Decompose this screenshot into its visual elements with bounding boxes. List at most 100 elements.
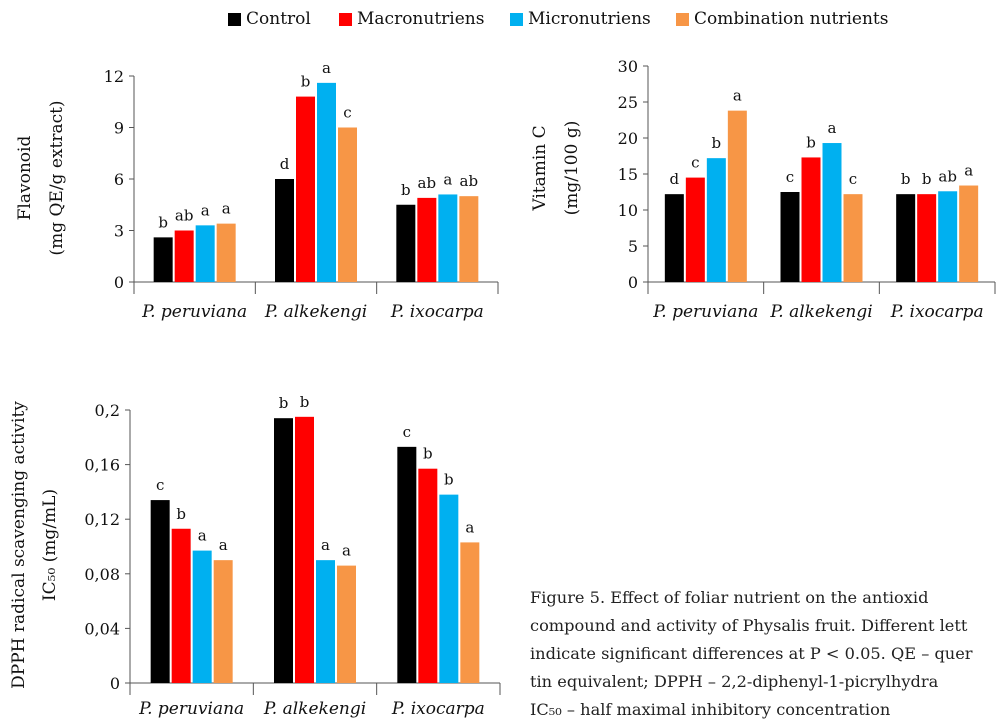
legend-item-micronutriens: Micronutriens	[510, 9, 651, 29]
bar	[217, 224, 236, 282]
bar	[151, 500, 170, 683]
bar	[196, 225, 215, 282]
data-label: ab	[938, 167, 957, 185]
bar	[154, 237, 173, 282]
legend-swatch-micronutriens	[510, 13, 523, 26]
bar	[707, 158, 726, 282]
y-axis-label: DPPH radical scavenging activity	[9, 401, 29, 689]
bar	[274, 418, 293, 683]
bar	[917, 194, 936, 282]
bar	[396, 205, 415, 282]
data-label: b	[300, 393, 310, 411]
data-label: a	[443, 170, 452, 188]
legend-item-control: Control	[228, 9, 311, 29]
bar	[417, 198, 436, 282]
y-tick-label: 3	[114, 222, 124, 241]
data-label: a	[342, 542, 351, 560]
bar	[438, 194, 457, 282]
data-label: a	[465, 518, 474, 536]
data-label: b	[301, 73, 311, 91]
bar	[665, 194, 684, 282]
caption-line: IC₅₀ – half maximal inhibitory concentra…	[530, 696, 996, 719]
y-tick-label: 0	[110, 674, 120, 693]
data-label: b	[176, 505, 186, 523]
data-label: ab	[418, 174, 437, 192]
legend-item-combination: Combination nutrients	[676, 9, 888, 29]
caption-line: Figure 5. Effect of foliar nutrient on t…	[530, 584, 996, 612]
y-tick-label: 0	[628, 273, 638, 292]
y-tick-label: 0	[114, 273, 124, 292]
data-label: a	[201, 201, 210, 219]
bar	[823, 143, 842, 282]
x-tick-label: P. alkekengi	[264, 302, 367, 322]
bar	[460, 542, 479, 683]
vitamin-c-chart: 0 5 10 15 20 25 30 P. peruviana P. alkekengi P. i…	[515, 40, 996, 340]
legend-label-combination: Combination nutrients	[694, 9, 888, 29]
data-label: a	[222, 200, 231, 218]
data-label: c	[156, 476, 164, 494]
data-label: a	[828, 119, 837, 137]
dpph-chart: 0 0,04 0,08 0,12 0,16 0,2 P. peruviana P. alkek…	[0, 380, 520, 719]
x-tick-label: P. peruviana	[652, 302, 758, 322]
x-tick-label: P. alkekengi	[769, 302, 872, 322]
data-label: a	[733, 87, 742, 105]
data-label: c	[691, 154, 699, 172]
data-label: c	[403, 423, 411, 441]
data-label: a	[964, 162, 973, 180]
bar	[295, 417, 314, 683]
data-label: a	[322, 59, 331, 77]
y-tick-label: 20	[618, 129, 638, 148]
x-tick-label: P. peruviana	[141, 302, 247, 322]
y-tick-label: 25	[618, 93, 638, 112]
data-label: a	[198, 527, 207, 545]
legend-label-macronutriens: Macronutriens	[357, 9, 484, 29]
bar	[338, 128, 357, 283]
flavonoid-chart: 0 3 6 9 12 P. peruviana P. alkekengi P. ixocarp…	[0, 40, 500, 340]
y-tick-label: 0,16	[84, 456, 120, 475]
data-label: b	[901, 170, 911, 188]
legend-label-micronutriens: Micronutriens	[528, 9, 651, 29]
bar	[172, 529, 191, 683]
data-label: d	[670, 170, 680, 188]
data-label: b	[279, 394, 289, 412]
data-label: a	[219, 536, 228, 554]
legend-swatch-control	[228, 13, 241, 26]
bar	[317, 83, 336, 282]
bar	[896, 194, 915, 282]
y-tick-label: 15	[618, 165, 638, 184]
bar	[844, 194, 863, 282]
y-axis-label: Flavonoid	[15, 136, 35, 221]
bar	[938, 191, 957, 282]
y-axis-label: Vitamin C	[530, 125, 550, 211]
bar	[728, 111, 747, 282]
legend-label-control: Control	[246, 9, 311, 29]
data-label: a	[321, 536, 330, 554]
legend-swatch-macronutriens	[339, 13, 352, 26]
bar	[781, 192, 800, 282]
y-tick-label: 12	[104, 67, 124, 86]
caption-line: tin equivalent; DPPH – 2,2-diphenyl-1-pi…	[530, 668, 996, 696]
bar	[296, 97, 315, 282]
x-tick-label: P. ixocarpa	[390, 302, 484, 322]
data-label: b	[922, 170, 932, 188]
caption-line: indicate significant differences at P < …	[530, 640, 996, 668]
data-label: b	[158, 213, 168, 231]
y-axis-label: IC₅₀ (mg/mL)	[40, 489, 60, 601]
y-tick-label: 0,08	[84, 565, 120, 584]
legend-swatch-combination	[676, 13, 689, 26]
bar	[802, 157, 821, 282]
caption-line: compound and activity of Physalis fruit.…	[530, 612, 996, 640]
bar	[959, 186, 978, 282]
bar	[175, 231, 194, 283]
bar	[686, 178, 705, 282]
y-tick-label: 10	[618, 201, 638, 220]
legend-item-macronutriens: Macronutriens	[339, 9, 484, 29]
data-label: d	[280, 155, 290, 173]
y-tick-label: 5	[628, 237, 638, 256]
y-tick-label: 9	[114, 119, 124, 138]
y-axis-label: (mg QE/g extract)	[47, 100, 67, 255]
x-tick-label: P. ixocarpa	[391, 699, 485, 719]
y-tick-label: 0,12	[84, 510, 120, 529]
bar	[337, 566, 356, 683]
data-label: b	[806, 133, 816, 151]
